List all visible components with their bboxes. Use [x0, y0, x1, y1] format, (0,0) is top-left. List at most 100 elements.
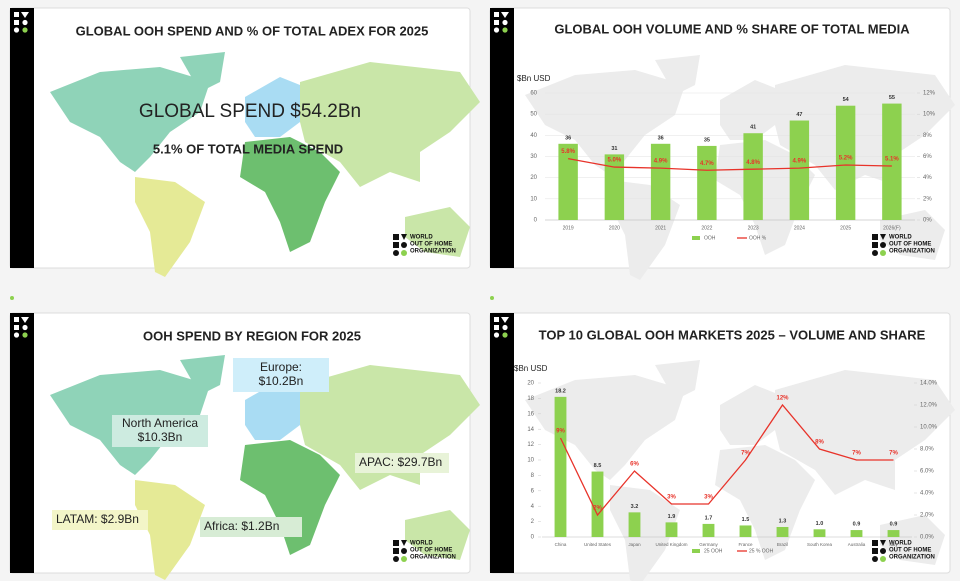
line-label: 4.9% — [793, 159, 807, 165]
bar — [554, 396, 567, 537]
y-tick-label: 0 — [534, 218, 538, 224]
bar-label: 0.9 — [890, 522, 898, 528]
bar — [776, 526, 789, 537]
line-label: 3% — [667, 495, 676, 501]
bar — [558, 143, 578, 220]
bar-label: 1.7 — [705, 515, 713, 521]
y-tick-label: 20 — [527, 381, 534, 387]
logo-text: WORLD — [889, 235, 912, 241]
region-name: Africa: — [204, 519, 238, 533]
bar — [650, 143, 671, 220]
x-tick-label: 2021 — [655, 225, 666, 231]
bar — [813, 529, 826, 537]
y2-tick-label: 0% — [923, 218, 932, 224]
y-axis-label: $Bn USD — [517, 74, 551, 83]
bar — [743, 133, 763, 220]
bar — [591, 471, 604, 537]
x-tick-label: 2024 — [794, 225, 805, 231]
bar-label: 36 — [658, 135, 664, 141]
y-tick-label: 50 — [530, 112, 537, 118]
headline: GLOBAL SPEND $54.2Bn — [139, 101, 361, 122]
bar — [739, 525, 752, 537]
line — [568, 157, 892, 171]
line-label: 7% — [741, 451, 750, 457]
region-label: LATAM: $2.9Bn — [56, 512, 139, 526]
x-tick-label: Italy — [889, 542, 898, 547]
y2-tick-label: 10% — [923, 112, 936, 118]
label-box — [200, 517, 302, 537]
label-box — [52, 510, 148, 530]
y-tick-label: 40 — [530, 133, 537, 139]
x-tick-label: 2025 — [840, 225, 851, 231]
line-label: 8% — [815, 440, 824, 446]
region-spend: $10.2Bn — [259, 374, 304, 388]
y2-tick-label: 6.0% — [920, 469, 934, 475]
line-label: 5.1% — [885, 157, 899, 163]
y-tick-label: 30 — [530, 154, 537, 160]
logo-text: WORLD — [889, 541, 912, 547]
logo-text: OUT OF HOME — [889, 242, 931, 248]
slide-title: OOH SPEND BY REGION FOR 2025 — [143, 328, 361, 343]
y2-tick-label: 8% — [923, 133, 932, 139]
legend-swatch — [692, 549, 700, 553]
bar — [887, 530, 900, 537]
x-tick-label: China — [555, 542, 567, 547]
subhead: 5.1% OF TOTAL MEDIA SPEND — [153, 141, 343, 156]
bar-label: 31 — [611, 146, 617, 152]
bar — [850, 530, 863, 537]
y-tick-label: 10 — [527, 458, 534, 464]
logo-text: OUT OF HOME — [410, 548, 452, 554]
bar-label: 54 — [843, 97, 850, 103]
label-box — [355, 453, 449, 473]
y2-tick-label: 0.0% — [920, 535, 934, 541]
y-tick-label: 10 — [530, 196, 537, 202]
x-tick-label: Germany — [699, 542, 718, 547]
logo-text: ORGANIZATION — [889, 555, 935, 561]
line-label: 5.8% — [561, 149, 575, 155]
line-label: 6% — [630, 462, 639, 468]
logo-text: WORLD — [410, 235, 433, 241]
bar-label: 47 — [796, 112, 802, 118]
y2-tick-label: 12.0% — [920, 403, 938, 409]
bar-label: 55 — [889, 95, 895, 101]
logo-text: ORGANIZATION — [410, 249, 456, 255]
bar-label: 36 — [565, 135, 571, 141]
label-box — [112, 415, 208, 447]
bar-label: 1.3 — [779, 518, 787, 524]
logo-text: ORGANIZATION — [889, 249, 935, 255]
bar-label: 35 — [704, 137, 710, 143]
bar — [835, 105, 856, 220]
y2-tick-label: 2.0% — [920, 513, 934, 519]
logo-text: ORGANIZATION — [410, 555, 456, 561]
y-tick-label: 6 — [531, 488, 535, 494]
bar — [702, 523, 715, 537]
logo: WORLD OUT OF HOME ORGANIZATION — [393, 234, 456, 256]
region-name: Europe: — [260, 360, 302, 374]
logo: WORLD OUT OF HOME ORGANIZATION — [872, 540, 935, 562]
bar — [697, 145, 717, 220]
y2-tick-label: 12% — [923, 91, 936, 97]
legend-swatch — [692, 236, 700, 240]
x-tick-label: United Kingdom — [655, 542, 687, 547]
x-tick-label: Australia — [848, 542, 866, 547]
y-tick-label: 14 — [527, 427, 534, 433]
logo: WORLD OUT OF HOME ORGANIZATION — [872, 234, 935, 256]
logo: WORLD OUT OF HOME ORGANIZATION — [393, 540, 456, 562]
line-label: 5.2% — [839, 156, 853, 162]
region-spend: $10.3Bn — [138, 430, 183, 444]
x-tick-label: Brazil — [777, 542, 788, 547]
x-tick-label: 2020 — [609, 225, 620, 231]
x-tick-label: France — [738, 542, 753, 547]
y-tick-label: 4 — [531, 504, 535, 510]
y2-tick-label: 4% — [923, 175, 932, 181]
region-spend: $2.9Bn — [101, 512, 139, 526]
y2-tick-label: 8.0% — [920, 447, 934, 453]
y-tick-label: 20 — [530, 175, 537, 181]
y2-tick-label: 10.0% — [920, 425, 938, 431]
x-tick-label: 2023 — [748, 225, 759, 231]
chart-title: TOP 10 GLOBAL OOH MARKETS 2025 – VOLUME … — [539, 327, 926, 342]
line — [559, 403, 894, 517]
bar-label: 41 — [750, 125, 756, 131]
x-tick-label: United States — [584, 542, 612, 547]
